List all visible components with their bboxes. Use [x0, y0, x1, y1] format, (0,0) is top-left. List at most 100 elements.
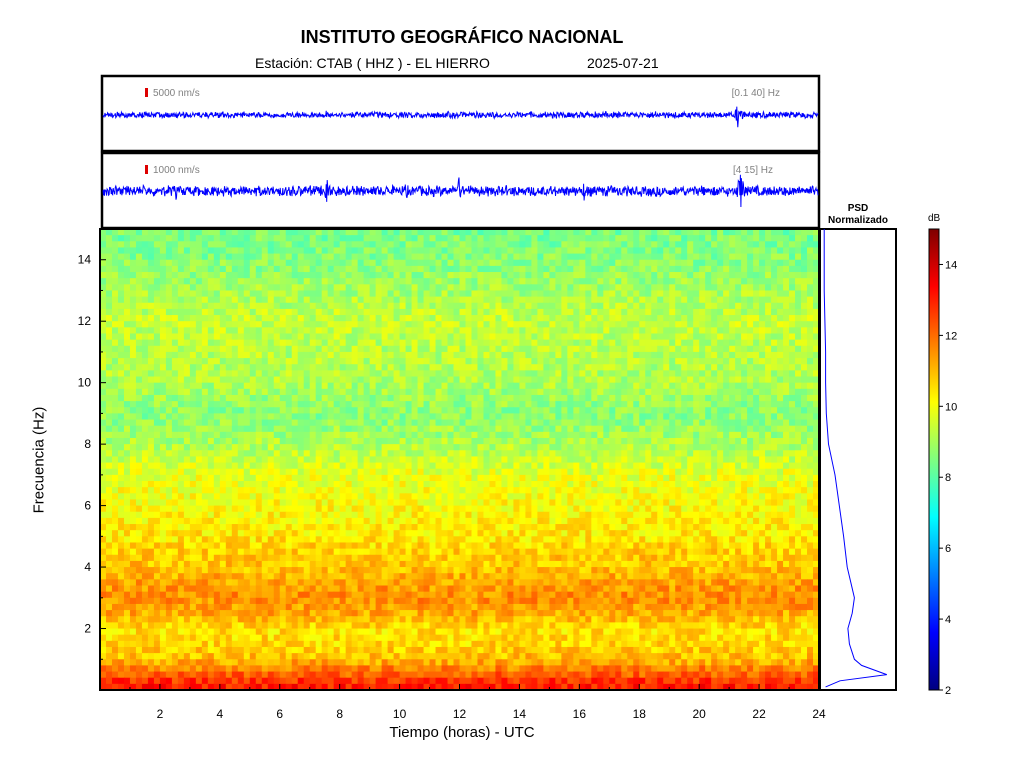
spectrogram-cell — [495, 229, 503, 236]
spectrogram-cell — [291, 481, 299, 488]
spectrogram-cell — [657, 437, 664, 445]
spectrogram-cell — [591, 364, 598, 371]
spectrogram-cell — [225, 345, 233, 353]
spectrogram-cell — [363, 296, 371, 304]
spectrogram-cell — [687, 265, 694, 273]
spectrogram-cell — [123, 351, 131, 359]
spectrogram-cell — [279, 290, 287, 298]
spectrogram-cell — [777, 290, 784, 298]
spectrogram-cell — [621, 425, 628, 433]
spectrogram-cell — [651, 321, 658, 328]
spectrogram-cell — [759, 308, 766, 316]
spectrogram-cell — [447, 481, 455, 488]
spectrogram-cell — [771, 302, 778, 310]
spectrogram-cell — [345, 229, 353, 236]
spectrogram-cell — [351, 437, 359, 445]
spectrogram-cell — [759, 345, 766, 353]
spectrogram-cell — [801, 370, 808, 378]
spectrogram-cell — [309, 419, 317, 427]
spectrogram-cell — [573, 327, 580, 335]
spectrogram-cell — [495, 327, 503, 335]
spectrogram-cell — [171, 308, 179, 316]
spectrogram-cell — [771, 437, 778, 445]
spectrogram-cell — [327, 302, 335, 310]
spectrogram-cell — [201, 370, 209, 378]
spectrogram-cell — [357, 394, 365, 402]
spectrogram-cell — [693, 302, 700, 310]
spectrogram-cell — [105, 241, 113, 249]
spectrogram-cell — [423, 345, 431, 353]
spectrogram-cell — [237, 308, 245, 316]
spectrogram-cell — [195, 481, 203, 488]
spectrogram-cell — [129, 382, 137, 390]
spectrogram-cell — [153, 450, 161, 458]
spectrogram-cell — [621, 431, 628, 439]
spectrogram-cell — [387, 327, 395, 335]
spectrogram-cell — [807, 456, 814, 464]
spectrogram-cell — [813, 450, 820, 458]
spectrogram-cell — [171, 259, 179, 267]
spectrogram-cell — [399, 407, 407, 414]
spectrogram-cell — [393, 370, 401, 378]
spectrogram-cell — [759, 456, 766, 464]
spectrogram-cell — [111, 456, 119, 464]
spectrogram-cell — [147, 431, 155, 439]
spectrogram-cell — [633, 308, 640, 316]
spectrogram-cell — [345, 290, 353, 298]
spectrogram-cell — [759, 253, 766, 261]
spectrogram-cell — [495, 345, 503, 353]
spectrogram-cell — [231, 474, 239, 482]
spectrogram-cell — [567, 321, 574, 328]
spectrogram-cell — [357, 278, 365, 285]
spectrogram-cell — [183, 462, 191, 470]
spectrogram-cell — [783, 351, 790, 359]
spectrogram-cell — [291, 413, 299, 421]
spectrogram-cell — [681, 265, 688, 273]
spectrogram-cell — [315, 339, 323, 347]
spectrogram-cell — [585, 327, 592, 335]
spectrogram-cell — [807, 290, 814, 298]
spectrogram-cell — [795, 437, 802, 445]
spectrogram-cell — [291, 425, 299, 433]
spectrogram-cell — [363, 358, 371, 365]
spectrogram-cell — [387, 456, 395, 464]
spectrogram-cell — [531, 247, 538, 255]
spectrogram-cell — [585, 241, 592, 249]
spectrogram-cell — [273, 444, 281, 451]
spectrogram-cell — [639, 345, 646, 353]
spectrogram-cell — [693, 376, 700, 384]
spectrogram-cell — [327, 315, 335, 322]
spectrogram-cell — [573, 296, 580, 304]
spectrogram-cell — [807, 265, 814, 273]
spectrogram-cell — [117, 358, 125, 365]
spectrogram-cell — [447, 358, 455, 365]
spectrogram-cell — [153, 407, 161, 414]
spectrogram-cell — [789, 364, 796, 371]
spectrogram-cell — [333, 272, 341, 279]
spectrogram-cell — [531, 296, 538, 304]
spectrogram-cell — [531, 376, 538, 384]
spectrogram-cell — [453, 284, 461, 292]
spectrogram-cell — [243, 456, 251, 464]
spectrogram-cell — [645, 376, 652, 384]
spectrogram-cell — [147, 481, 155, 488]
spectrogram-cell — [327, 235, 335, 242]
spectrogram-cell — [441, 229, 449, 236]
spectrogram-cell — [813, 284, 820, 292]
spectrogram-cell — [723, 235, 730, 242]
spectrogram-cell — [549, 308, 556, 316]
spectrogram-cell — [789, 376, 796, 384]
spectrogram-cell — [315, 388, 323, 396]
spectrogram-cell — [615, 296, 622, 304]
spectrogram-cell — [771, 339, 778, 347]
spectrogram-cell — [363, 456, 371, 464]
spectrogram-cell — [153, 413, 161, 421]
spectrogram-cell — [339, 321, 347, 328]
spectrogram-cell — [735, 290, 742, 298]
spectrogram-cell — [669, 290, 676, 298]
spectrogram-cell — [369, 388, 377, 396]
spectrogram-cell — [261, 284, 269, 292]
spectrogram-cell — [717, 419, 724, 427]
spectrogram-cell — [279, 364, 287, 371]
spectrogram-cell — [399, 272, 407, 279]
